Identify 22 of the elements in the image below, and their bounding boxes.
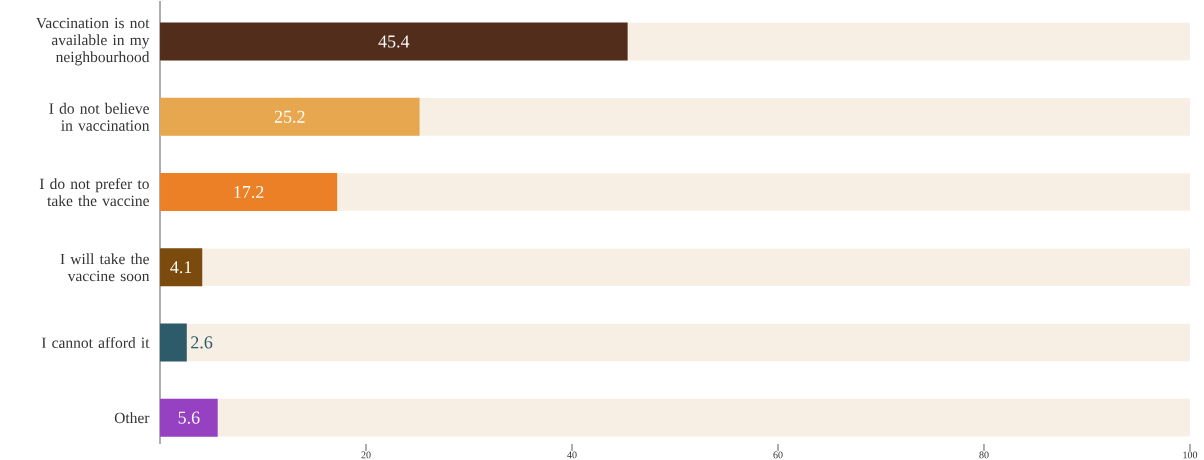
x-tick-label: 80 <box>979 451 989 459</box>
bar <box>160 248 203 287</box>
y-tick-label: Vaccination is not available in my neighbourhood <box>36 17 150 66</box>
x-tick-label: 60 <box>773 451 783 459</box>
bar <box>160 97 420 136</box>
data-label: 45.4 <box>378 35 410 48</box>
bar <box>160 398 218 437</box>
data-label: 17.2 <box>234 185 264 199</box>
y-tick-label: I do not prefer to take the vaccine <box>39 178 149 207</box>
y-tick-label: Other <box>114 412 150 424</box>
bar <box>160 173 338 212</box>
y-tick-label: I will take the vaccine soon <box>60 253 150 282</box>
y-tick-label: I cannot afford it <box>41 336 150 348</box>
x-tick-label: 20 <box>361 451 371 459</box>
bar <box>160 323 187 362</box>
data-label: 2.6 <box>191 336 213 349</box>
x-tick-label: 100 <box>1183 451 1198 459</box>
x-tick-label: 40 <box>567 451 577 459</box>
data-label: 4.1 <box>170 261 192 274</box>
data-label: 25.2 <box>274 110 305 123</box>
data-label: 5.6 <box>178 411 200 424</box>
y-tick-label: I do not believe in vaccination <box>49 102 150 131</box>
